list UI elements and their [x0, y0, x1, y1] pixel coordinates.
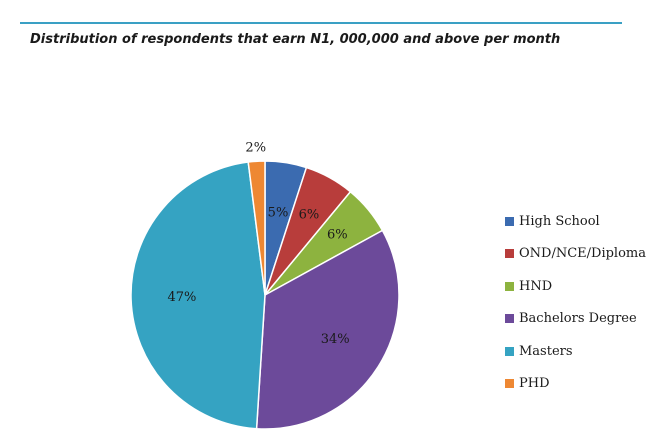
legend-swatch [505, 314, 514, 324]
legend: High School OND/NCE/Diploma HND Bachelors D… [505, 205, 670, 400]
legend-label: PHD [519, 376, 550, 392]
legend-label: High School [519, 213, 600, 229]
legend-item-ond-nce-diploma: OND/NCE/Diploma [505, 238, 670, 271]
legend-label: HND [519, 278, 553, 294]
legend-item-masters: Masters [505, 335, 670, 368]
data-label-ond-nce-diploma: 6% [299, 208, 320, 223]
legend-swatch [505, 249, 514, 259]
pie-slice-phd [247, 160, 266, 296]
legend-item-high-school: High School [505, 205, 670, 238]
data-label-bachelors-degree: 34% [321, 332, 350, 347]
legend-swatch [505, 346, 514, 356]
top-rule [20, 22, 622, 24]
legend-item-phd: PHD [505, 368, 670, 401]
legend-item-hnd: HND [505, 270, 670, 303]
data-label-hnd: 6% [327, 228, 348, 243]
legend-label: OND/NCE/Diploma [519, 246, 646, 262]
legend-label: Masters [519, 343, 573, 359]
legend-swatch [505, 281, 514, 291]
pie-slice-masters [130, 161, 266, 430]
legend-swatch [505, 379, 514, 389]
data-label-phd: 2% [245, 140, 266, 155]
pie-slice-bachelors-degree [255, 229, 400, 430]
legend-swatch [505, 216, 514, 226]
legend-item-bachelors-degree: Bachelors Degree [505, 303, 670, 336]
chart-title: Distribution of respondents that earn N1… [30, 32, 561, 47]
data-label-masters: 47% [168, 290, 197, 305]
data-label-high-school: 5% [268, 205, 289, 220]
legend-label: Bachelors Degree [519, 311, 637, 327]
